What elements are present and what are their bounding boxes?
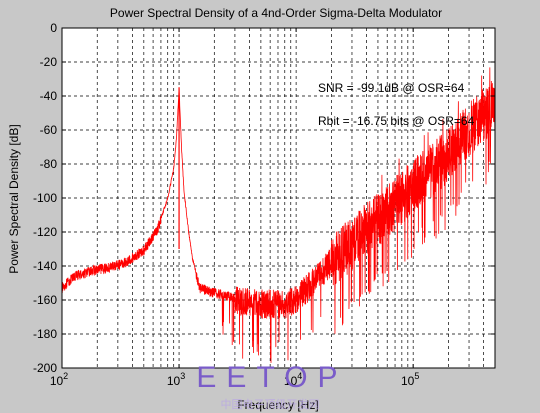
y-tick-label: -20 [40,55,58,69]
y-tick-label: -100 [33,191,57,205]
annotation-rbit: Rbit = -16.75 bits @ OSR=64 [318,114,475,128]
y-tick-label: -160 [33,293,57,307]
y-tick-label: -140 [33,259,57,273]
x-axis-label: Frequency [Hz] [237,398,318,412]
y-tick-label: -120 [33,225,57,239]
watermark-subtitle: 中国电子顶级开发网 [221,397,320,411]
y-axis-ticks: 0 -20 -40 -60 -80 -100 -120 -140 -160 -180 -200 [33,21,495,375]
y-tick-label: -60 [40,123,58,137]
y-tick-label: -80 [40,157,58,171]
annotation-snr: SNR = -99.1dB @ OSR=64 [318,81,465,95]
y-axis-label: Power Spectral Density [dB] [7,124,21,273]
y-tick-label: -40 [40,89,58,103]
chart-title: Power Spectral Density of a 4nd-Order Si… [110,6,442,20]
y-tick-label: -180 [33,327,57,341]
series-line-psd [62,67,495,363]
y-tick-label: -200 [33,361,57,375]
y-tick-label: 0 [50,21,57,35]
watermark: EETOP 中国电子顶级开发网 [196,361,347,411]
watermark-logo: EETOP [196,361,347,394]
series-layer [62,67,495,363]
